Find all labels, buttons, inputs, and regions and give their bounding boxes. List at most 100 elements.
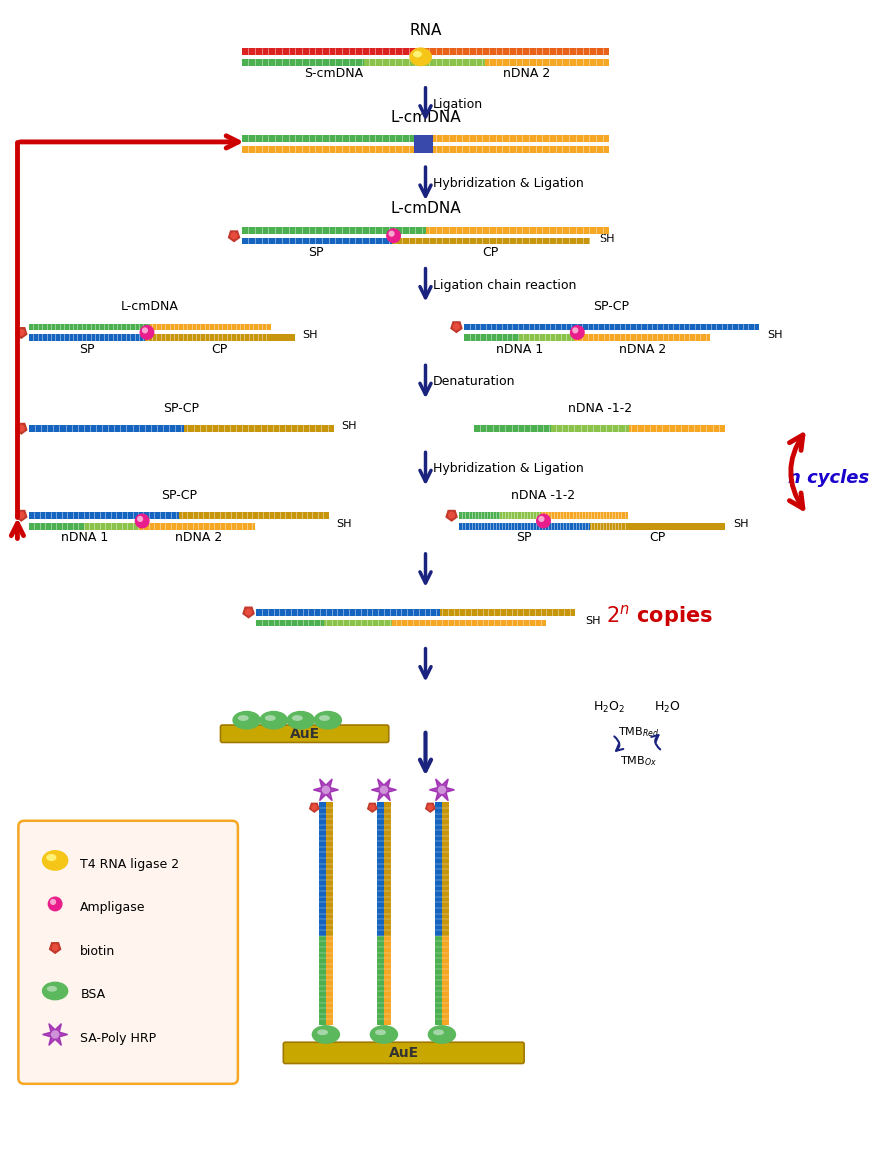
Text: H$_2$O$_2$: H$_2$O$_2$ xyxy=(593,700,626,715)
Ellipse shape xyxy=(48,986,56,991)
Bar xyxy=(500,512,540,519)
Ellipse shape xyxy=(370,1026,398,1043)
Text: nDNA -1-2: nDNA -1-2 xyxy=(568,402,632,415)
Text: SH: SH xyxy=(341,421,357,431)
Ellipse shape xyxy=(410,49,431,66)
Circle shape xyxy=(143,328,147,333)
Bar xyxy=(256,620,324,626)
Text: AuE: AuE xyxy=(389,1045,419,1059)
Bar xyxy=(29,425,184,432)
Bar xyxy=(145,334,295,341)
Bar xyxy=(326,935,333,1025)
Bar xyxy=(442,802,449,1025)
Polygon shape xyxy=(243,607,254,618)
Text: SP-CP: SP-CP xyxy=(161,489,197,502)
Bar xyxy=(139,523,255,530)
Text: L-cmDNA: L-cmDNA xyxy=(121,300,179,313)
Bar xyxy=(540,512,627,519)
Polygon shape xyxy=(229,231,239,241)
Bar xyxy=(363,59,486,66)
Circle shape xyxy=(438,786,445,794)
Text: CP: CP xyxy=(482,246,498,258)
Circle shape xyxy=(449,512,454,518)
Text: SP-CP: SP-CP xyxy=(163,402,199,415)
Polygon shape xyxy=(16,328,26,338)
Circle shape xyxy=(370,804,375,810)
Text: SP: SP xyxy=(79,343,95,356)
Bar xyxy=(426,49,609,54)
Polygon shape xyxy=(49,942,61,953)
Ellipse shape xyxy=(47,854,55,860)
Ellipse shape xyxy=(414,52,422,57)
Bar xyxy=(436,935,442,1025)
Circle shape xyxy=(389,232,394,236)
Polygon shape xyxy=(310,803,319,812)
Text: n cycles: n cycles xyxy=(788,469,869,487)
FancyBboxPatch shape xyxy=(221,726,389,743)
Bar xyxy=(464,323,759,330)
Text: Ligation chain reaction: Ligation chain reaction xyxy=(433,278,576,292)
Text: SH: SH xyxy=(303,330,319,341)
Text: SA-Poly HRP: SA-Poly HRP xyxy=(80,1032,157,1045)
Bar xyxy=(326,802,333,1025)
Text: SH: SH xyxy=(599,233,615,243)
Bar xyxy=(242,136,426,141)
Bar xyxy=(29,334,145,341)
Bar xyxy=(29,512,179,519)
Bar xyxy=(486,59,609,66)
Polygon shape xyxy=(446,510,457,522)
Ellipse shape xyxy=(42,851,68,870)
Bar xyxy=(442,935,449,1025)
Text: S-cmDNA: S-cmDNA xyxy=(304,67,363,80)
Text: S: S xyxy=(322,1029,329,1040)
Bar xyxy=(459,523,590,530)
Bar xyxy=(29,523,84,530)
Ellipse shape xyxy=(293,716,302,720)
Text: S: S xyxy=(380,1029,387,1040)
Bar xyxy=(575,334,710,341)
Bar xyxy=(414,136,433,153)
Text: nDNA -1-2: nDNA -1-2 xyxy=(511,489,576,502)
Text: CP: CP xyxy=(649,531,665,545)
Polygon shape xyxy=(426,803,435,812)
Bar xyxy=(319,935,326,1025)
Bar xyxy=(459,512,500,519)
Circle shape xyxy=(18,329,24,335)
Text: SH: SH xyxy=(336,519,352,529)
Ellipse shape xyxy=(233,712,260,729)
Circle shape xyxy=(380,786,387,794)
Circle shape xyxy=(453,323,459,329)
Bar xyxy=(242,59,363,66)
Circle shape xyxy=(52,945,58,950)
Bar xyxy=(464,334,519,341)
Bar xyxy=(256,608,440,615)
Bar xyxy=(242,227,426,234)
Ellipse shape xyxy=(319,716,329,720)
Bar xyxy=(378,802,384,1025)
Polygon shape xyxy=(368,803,377,812)
Bar xyxy=(519,334,575,341)
Text: Ampligase: Ampligase xyxy=(80,902,146,914)
Text: S: S xyxy=(438,1029,445,1040)
Polygon shape xyxy=(16,510,26,522)
Ellipse shape xyxy=(287,712,314,729)
Text: Denaturation: Denaturation xyxy=(433,376,516,388)
Text: SH: SH xyxy=(766,330,782,341)
Text: RNA: RNA xyxy=(409,22,442,37)
Text: CP: CP xyxy=(211,343,228,356)
Circle shape xyxy=(312,804,317,810)
Bar xyxy=(473,425,551,432)
Circle shape xyxy=(136,515,149,527)
Circle shape xyxy=(246,608,252,614)
Bar xyxy=(590,523,725,530)
Circle shape xyxy=(537,515,550,527)
Bar xyxy=(242,49,426,54)
Bar xyxy=(84,523,139,530)
Bar xyxy=(319,802,326,1025)
Circle shape xyxy=(387,229,400,242)
Text: AuE: AuE xyxy=(290,727,319,741)
Circle shape xyxy=(428,804,433,810)
Ellipse shape xyxy=(42,983,68,1000)
Text: H$_2$O: H$_2$O xyxy=(654,700,680,715)
Bar xyxy=(628,425,725,432)
